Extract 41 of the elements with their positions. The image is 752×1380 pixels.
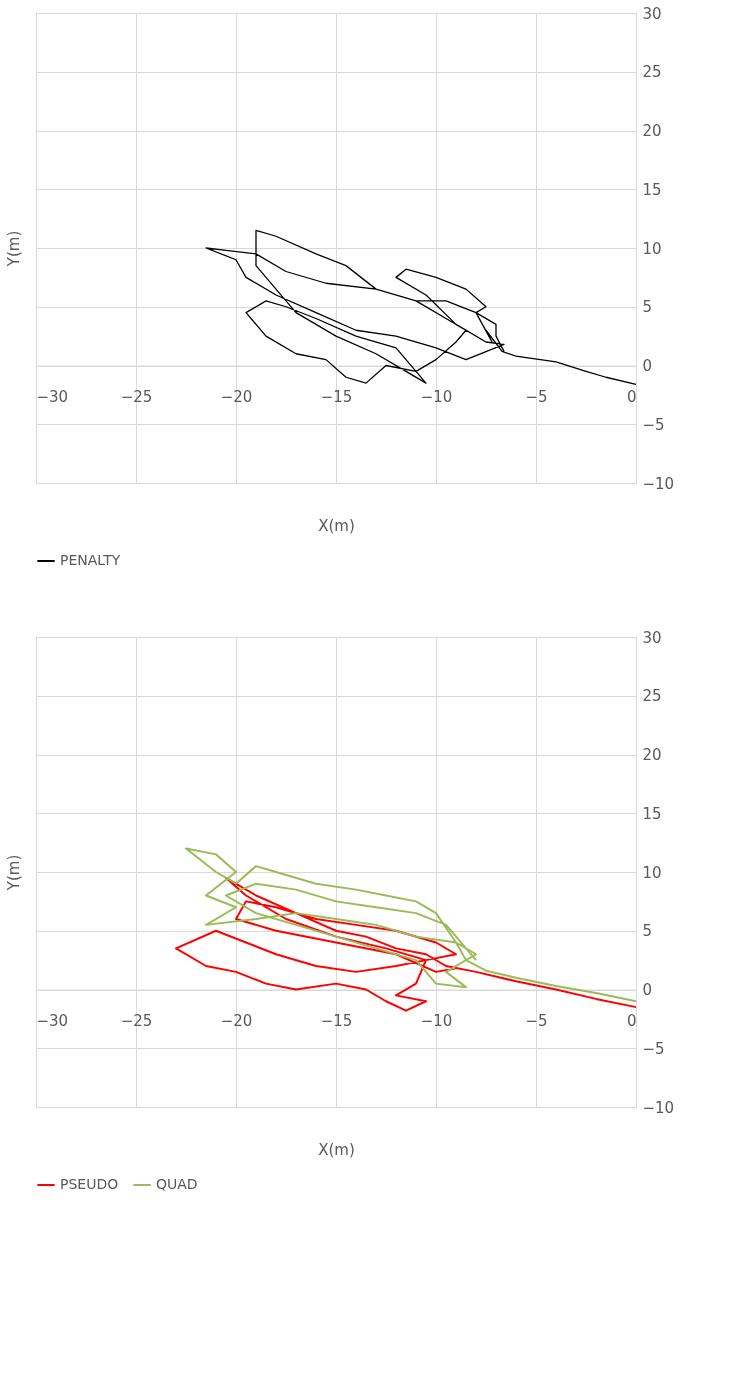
- legend-label: PSEUDO: [60, 1176, 119, 1192]
- y-tick-label: 5: [642, 922, 653, 941]
- x-tick-label: −5: [525, 1012, 548, 1030]
- y-tick-label: 0: [642, 357, 653, 375]
- x-axis-title: X(m): [318, 516, 355, 535]
- y-tick-label: −10: [642, 474, 675, 493]
- y-tick-label: 20: [642, 746, 662, 764]
- y-tick-label: 15: [642, 804, 662, 823]
- x-tick-label: −10: [420, 1012, 453, 1030]
- x-tick-label: −25: [120, 1012, 153, 1030]
- x-tick-label: −30: [36, 388, 69, 406]
- y-tick-label: 5: [642, 298, 653, 317]
- x-axis-title: X(m): [318, 1140, 355, 1159]
- y-tick-label: 30: [642, 628, 662, 647]
- line-series: [185, 847, 637, 1003]
- y-axis-title: Y(m): [4, 854, 23, 892]
- x-tick-label: −15: [320, 1012, 353, 1030]
- x-tick-label: 0: [626, 1012, 637, 1030]
- line-series: [205, 229, 637, 385]
- y-tick-label: 15: [642, 180, 662, 199]
- x-tick-label: −25: [120, 388, 153, 406]
- y-tick-label: −10: [642, 1098, 675, 1117]
- legend-label: PENALTY: [60, 552, 121, 568]
- x-tick-label: −15: [320, 388, 353, 406]
- legend-label: QUAD: [156, 1176, 198, 1192]
- y-tick-label: 25: [642, 687, 662, 706]
- x-tick-label: −20: [220, 1012, 253, 1030]
- x-tick-label: −30: [36, 1012, 69, 1030]
- y-tick-label: 10: [642, 863, 662, 882]
- y-tick-label: 25: [642, 63, 662, 82]
- y-tick-label: 20: [642, 122, 662, 140]
- y-tick-label: 30: [642, 4, 662, 23]
- x-tick-label: −10: [420, 388, 453, 406]
- y-tick-label: 10: [642, 239, 662, 258]
- y-tick-label: 0: [642, 981, 653, 999]
- y-axis-title: Y(m): [4, 230, 23, 268]
- x-tick-label: −5: [525, 388, 548, 406]
- y-tick-label: −5: [642, 1039, 665, 1058]
- x-tick-label: 0: [626, 388, 637, 406]
- y-tick-label: −5: [642, 415, 665, 434]
- x-tick-label: −20: [220, 388, 253, 406]
